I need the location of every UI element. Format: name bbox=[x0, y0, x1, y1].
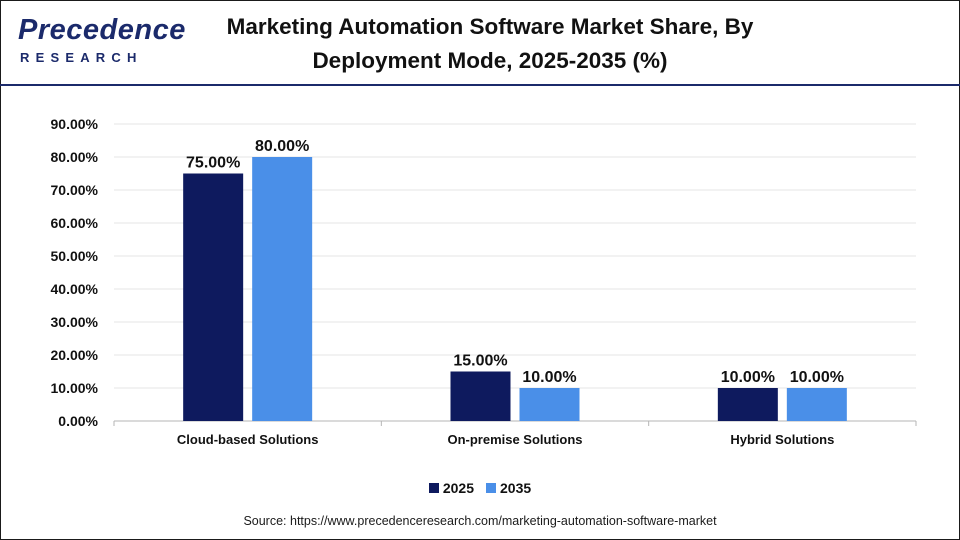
data-label: 10.00% bbox=[522, 369, 576, 386]
header-divider bbox=[0, 84, 960, 86]
x-tick-label: Cloud-based Solutions bbox=[177, 432, 319, 447]
data-label: 80.00% bbox=[255, 138, 309, 155]
y-tick-label: 10.00% bbox=[51, 380, 99, 396]
y-tick-label: 50.00% bbox=[51, 248, 99, 264]
data-label: 75.00% bbox=[186, 155, 240, 172]
bar-2035 bbox=[519, 388, 580, 421]
y-tick-label: 20.00% bbox=[51, 347, 99, 363]
chart-title: Marketing Automation Software Market Sha… bbox=[190, 10, 790, 78]
bar-2025 bbox=[717, 388, 778, 421]
y-tick-label: 90.00% bbox=[51, 116, 99, 132]
y-tick-label: 80.00% bbox=[51, 149, 99, 165]
legend-swatch bbox=[428, 483, 439, 493]
y-tick-label: 70.00% bbox=[51, 182, 99, 198]
y-tick-label: 0.00% bbox=[58, 413, 98, 429]
source-note: Source: https://www.precedenceresearch.c… bbox=[243, 514, 717, 528]
x-tick-label: Hybrid Solutions bbox=[730, 432, 834, 447]
bar-2025 bbox=[183, 173, 244, 421]
legend-item: 2025 bbox=[428, 480, 474, 496]
bar-2035 bbox=[786, 388, 847, 421]
data-label: 10.00% bbox=[721, 369, 775, 386]
brand-name: Precedence bbox=[18, 14, 186, 46]
data-label: 15.00% bbox=[453, 353, 507, 370]
legend-label: 2025 bbox=[442, 480, 474, 496]
y-tick-label: 30.00% bbox=[51, 314, 99, 330]
legend-label: 2035 bbox=[500, 480, 532, 496]
bar-2025 bbox=[450, 371, 511, 421]
y-tick-label: 40.00% bbox=[51, 281, 99, 297]
chart-title-line-1: Marketing Automation Software Market Sha… bbox=[226, 14, 754, 39]
legend-item: 2035 bbox=[486, 480, 531, 496]
legend-swatch bbox=[486, 483, 496, 493]
bar-chart: 0.00% 10.00% 20.00% 30.00% 40.00% 50.00% 60.00… bbox=[51, 116, 917, 447]
brand-logo: Precedence RESEARCH bbox=[18, 12, 185, 72]
y-tick-label: 60.00% bbox=[51, 215, 99, 231]
bar-2035 bbox=[252, 157, 313, 421]
header: Precedence RESEARCH Marketing Automation… bbox=[0, 0, 960, 84]
chart-legend: 2025 2035 bbox=[0, 478, 960, 498]
brand-tagline: RESEARCH bbox=[20, 50, 143, 65]
data-label: 10.00% bbox=[790, 369, 844, 386]
x-tick-label: On-premise Solutions bbox=[447, 432, 582, 447]
chart-title-line-2: Deployment Mode, 2025-2035 (%) bbox=[312, 48, 668, 73]
